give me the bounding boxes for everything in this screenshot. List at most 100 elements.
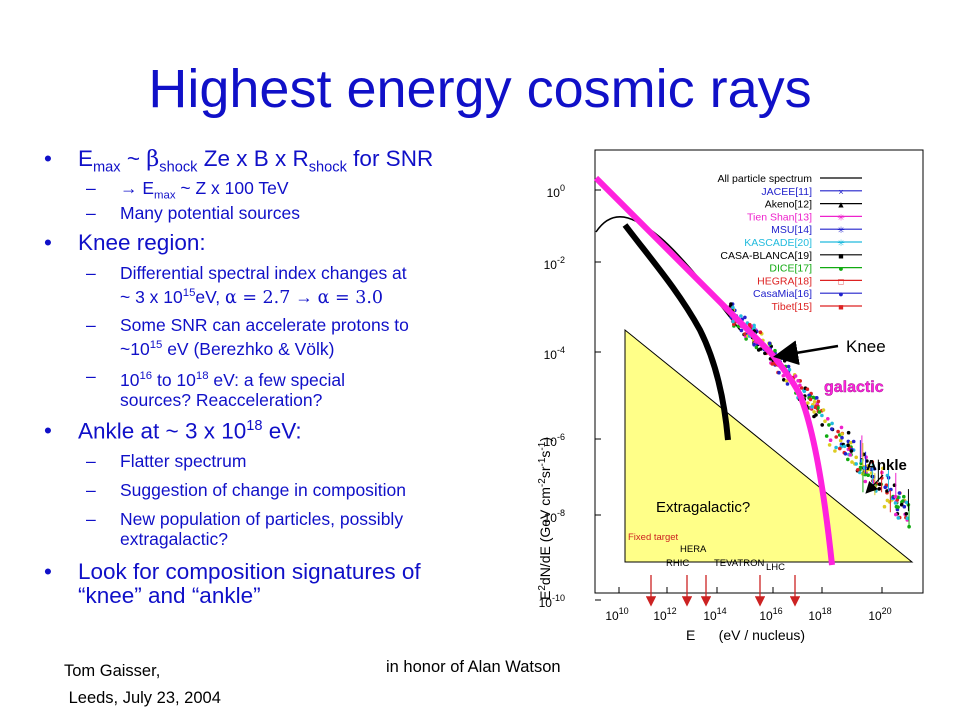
data-point (793, 374, 798, 378)
data-point (899, 502, 904, 507)
y-tick-label: 10-2 (544, 255, 565, 272)
legend-entry: KASCADE[20] (744, 237, 812, 249)
legend-entry: JACEE[11] (761, 186, 812, 198)
data-point (840, 435, 844, 440)
data-point (840, 432, 844, 436)
data-point (820, 413, 824, 418)
data-point (784, 379, 789, 383)
data-point (763, 351, 767, 356)
data-point (830, 427, 834, 431)
data-point (830, 421, 834, 426)
data-point (893, 501, 898, 505)
data-point (897, 491, 902, 495)
bullet-emax-text: Emax ~ βshock Ze x B x Rshock for SNR (78, 146, 434, 176)
data-point (815, 396, 819, 400)
data-point (896, 516, 901, 520)
data-point (758, 330, 763, 335)
data-point (816, 399, 821, 404)
galactic-label: galactic (824, 379, 884, 396)
data-point (786, 364, 791, 369)
data-point (881, 466, 885, 471)
data-point (902, 504, 907, 509)
data-point (843, 452, 848, 456)
legend-entry: Tien Shan[13] (747, 211, 812, 223)
data-point (883, 485, 887, 490)
accelerator-label: Fixed target (628, 532, 679, 543)
data-point (754, 345, 759, 350)
data-point (812, 400, 817, 404)
data-point (854, 462, 858, 466)
y-tick-label: 100 (547, 183, 565, 200)
thick-black-curve (622, 223, 731, 441)
data-point (731, 305, 735, 310)
data-point (782, 359, 787, 363)
y-tick-label: 10-8 (544, 508, 565, 525)
data-point (834, 435, 838, 439)
ankle-label: Ankle (866, 457, 907, 474)
legend-entry: Tibet[15] (772, 301, 813, 313)
y-ticks: 100 10-2 10-4 10-6 10-8 10-10 (539, 183, 601, 610)
y-tick-label: 10-10 (539, 593, 565, 610)
data-point (806, 401, 810, 405)
data-point (851, 439, 856, 444)
data-point (882, 504, 887, 509)
legend-entry: MSU[14] (771, 224, 812, 236)
x-tick-label: 1014 (703, 606, 726, 623)
ankle-arrow (865, 474, 884, 494)
data-point (839, 425, 844, 430)
data-point (904, 512, 909, 516)
y-axis-label: E2dN/dE (GeV cm-2sr-1s-1) (537, 437, 553, 600)
legend-marker: ● (838, 289, 843, 299)
y-tick-label: 10-4 (544, 345, 565, 362)
data-point (896, 505, 900, 509)
legend-entry: All particle spectrum (717, 173, 812, 185)
data-point (856, 468, 860, 472)
data-point (807, 393, 811, 398)
data-point (848, 453, 852, 457)
data-point (805, 387, 810, 392)
data-point (817, 410, 822, 414)
data-point (798, 383, 802, 388)
legend-entry: DICE[17] (769, 263, 812, 275)
data-point (785, 382, 790, 386)
x-axis-label: E (eV / nucleus) (686, 627, 805, 643)
legend-marker: ■ (838, 302, 843, 312)
data-point (732, 322, 736, 327)
legend-marker: ▲ (837, 200, 846, 210)
data-point (866, 473, 870, 478)
knee-label: Knee (846, 337, 886, 356)
data-point (854, 455, 858, 460)
legend-entry: CASA-BLANCA[19] (720, 250, 812, 262)
data-point (827, 443, 832, 447)
legend-marker: ✳ (837, 212, 845, 222)
data-point (824, 434, 829, 438)
data-point (834, 445, 838, 450)
data-point (901, 499, 905, 503)
legend-marker: ✳ (837, 225, 845, 235)
legend-marker: ✳ (837, 238, 845, 248)
legend-marker: ● (838, 264, 843, 274)
data-point (813, 405, 818, 410)
data-point (836, 429, 840, 434)
data-point (838, 446, 842, 451)
data-point (838, 438, 843, 443)
accelerator-label: TEVATRON (714, 558, 764, 569)
data-point (743, 332, 747, 336)
legend-entry: HEGRA[18] (757, 275, 812, 287)
legend-marker: ■ (838, 251, 843, 261)
accelerator-label: RHIC (666, 558, 689, 569)
data-point (777, 370, 781, 375)
legend-marker: × (838, 187, 843, 197)
data-point (823, 419, 827, 424)
data-point (814, 413, 818, 417)
data-point (747, 322, 752, 327)
data-point (820, 423, 824, 427)
data-point (782, 378, 786, 382)
accelerator-label: HERA (680, 544, 707, 555)
data-point (849, 440, 853, 445)
data-point (872, 467, 877, 471)
x-tick-label: 1018 (808, 606, 831, 623)
x-ticks: 1010 1012 1014 1016 1018 1020 (605, 587, 892, 623)
